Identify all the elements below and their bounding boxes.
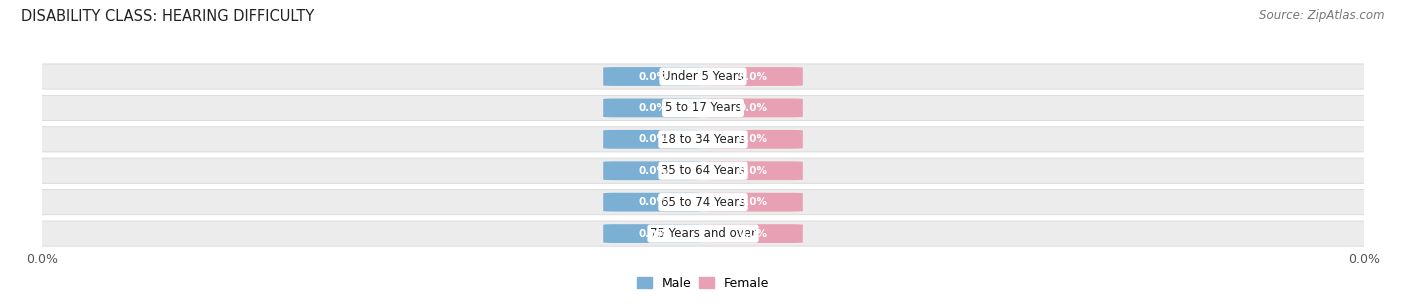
Text: 0.0%: 0.0% <box>638 103 668 113</box>
FancyBboxPatch shape <box>603 98 703 117</box>
FancyBboxPatch shape <box>703 67 803 86</box>
FancyBboxPatch shape <box>603 161 703 180</box>
Text: 0.0%: 0.0% <box>638 229 668 239</box>
Text: 18 to 34 Years: 18 to 34 Years <box>661 133 745 146</box>
Text: 0.0%: 0.0% <box>738 134 768 144</box>
FancyBboxPatch shape <box>703 193 803 212</box>
Text: 0.0%: 0.0% <box>638 134 668 144</box>
Text: 65 to 74 Years: 65 to 74 Years <box>661 196 745 209</box>
Text: 75 Years and over: 75 Years and over <box>650 227 756 240</box>
FancyBboxPatch shape <box>15 127 1391 152</box>
FancyBboxPatch shape <box>15 190 1391 215</box>
FancyBboxPatch shape <box>603 130 703 149</box>
FancyBboxPatch shape <box>15 64 1391 89</box>
FancyBboxPatch shape <box>15 158 1391 183</box>
FancyBboxPatch shape <box>703 161 803 180</box>
FancyBboxPatch shape <box>603 224 703 243</box>
Text: 0.0%: 0.0% <box>738 229 768 239</box>
FancyBboxPatch shape <box>15 221 1391 246</box>
Text: 35 to 64 Years: 35 to 64 Years <box>661 164 745 177</box>
Text: 0.0%: 0.0% <box>738 197 768 207</box>
FancyBboxPatch shape <box>703 224 803 243</box>
FancyBboxPatch shape <box>603 67 703 86</box>
Legend: Male, Female: Male, Female <box>631 272 775 295</box>
Text: 5 to 17 Years: 5 to 17 Years <box>665 102 741 114</box>
Text: 0.0%: 0.0% <box>638 71 668 81</box>
Text: 0.0%: 0.0% <box>638 197 668 207</box>
Text: Source: ZipAtlas.com: Source: ZipAtlas.com <box>1260 9 1385 22</box>
Text: 0.0%: 0.0% <box>738 166 768 176</box>
FancyBboxPatch shape <box>703 130 803 149</box>
Text: Under 5 Years: Under 5 Years <box>662 70 744 83</box>
FancyBboxPatch shape <box>603 193 703 212</box>
FancyBboxPatch shape <box>15 95 1391 120</box>
Text: DISABILITY CLASS: HEARING DIFFICULTY: DISABILITY CLASS: HEARING DIFFICULTY <box>21 9 315 24</box>
FancyBboxPatch shape <box>703 98 803 117</box>
Text: 0.0%: 0.0% <box>738 103 768 113</box>
Text: 0.0%: 0.0% <box>738 71 768 81</box>
Text: 0.0%: 0.0% <box>638 166 668 176</box>
